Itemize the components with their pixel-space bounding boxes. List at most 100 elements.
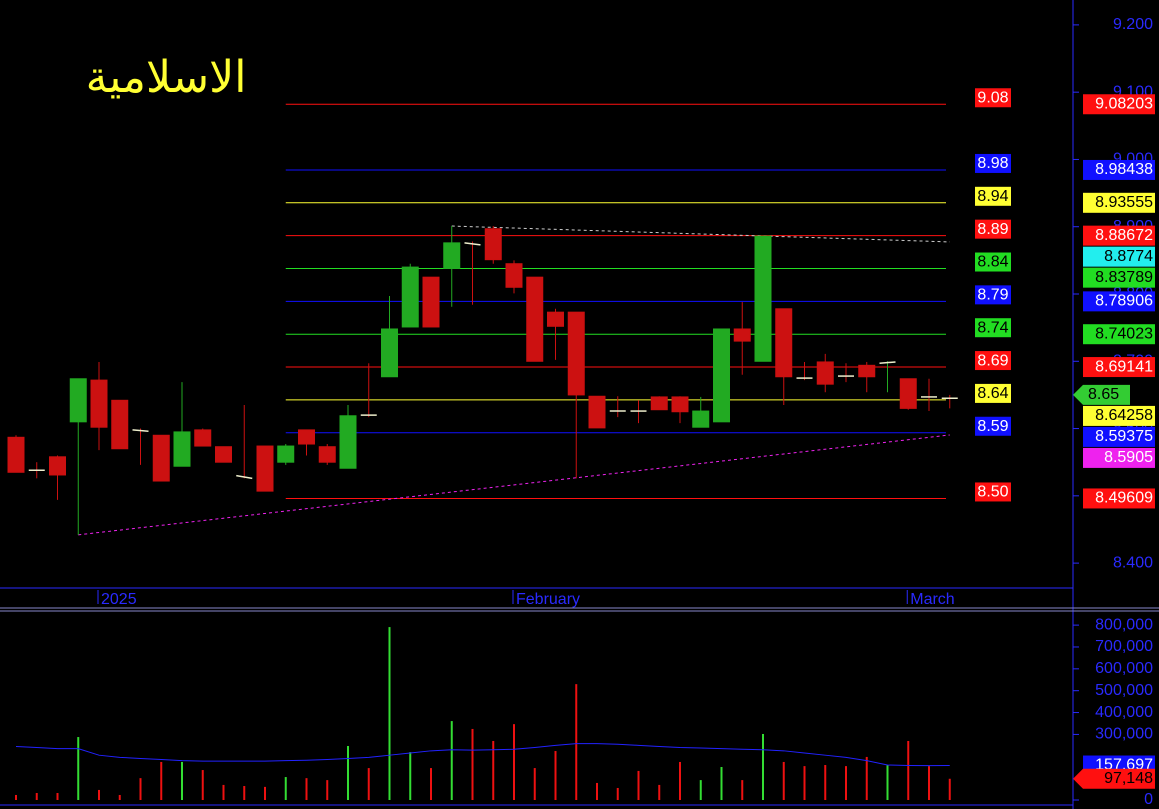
volume-bar — [264, 786, 266, 800]
volume-bar — [409, 752, 412, 800]
price-tag-label: 9.08203 — [1095, 95, 1153, 112]
candle-body — [256, 445, 274, 492]
level-label-box — [975, 88, 1011, 108]
candle-body — [318, 446, 336, 463]
volume-bar — [118, 794, 121, 800]
price-tag-label: 8.64258 — [1095, 407, 1153, 424]
level-label: 8.98 — [977, 155, 1008, 172]
volume-bar — [35, 793, 38, 800]
volume-bar — [388, 627, 391, 800]
candle-body — [215, 446, 232, 463]
volume-bar — [513, 724, 515, 800]
candle-body — [671, 396, 689, 413]
level-label-box — [975, 285, 1011, 305]
chart-title: الاسلامية — [86, 52, 247, 103]
candle-body — [381, 328, 398, 378]
price-tag-label: 8.98438 — [1095, 161, 1153, 178]
volume-bar — [284, 777, 287, 800]
price-tag — [1083, 94, 1155, 115]
price-tag-label: 8.88672 — [1095, 227, 1153, 244]
candle-body — [733, 328, 751, 342]
volume-bar — [948, 778, 951, 800]
level-label-box — [975, 153, 1011, 173]
volume-bar — [222, 784, 225, 800]
price-tag-label: 8.78906 — [1095, 293, 1153, 310]
level-label: 8.50 — [977, 484, 1008, 501]
candle-body — [547, 311, 564, 327]
volume-bar — [471, 728, 474, 800]
trendline — [451, 225, 950, 243]
price-tag-label: 8.69141 — [1095, 358, 1153, 375]
price-tag-label: 8.83789 — [1095, 269, 1153, 286]
volume-bar — [782, 761, 785, 800]
volume-bar — [803, 766, 806, 800]
volume-bar — [824, 765, 827, 800]
candle-body — [422, 276, 440, 328]
candle-doji — [464, 242, 481, 246]
volume-bar — [492, 740, 495, 800]
candle-body — [858, 364, 876, 378]
trendline — [78, 434, 950, 536]
volume-bar — [139, 778, 142, 800]
price-tag — [1083, 447, 1155, 468]
price-tag-label: 8.8774 — [1104, 248, 1153, 265]
level-label: 9.08 — [977, 89, 1008, 106]
candle-doji — [132, 429, 149, 432]
candle-body — [152, 434, 170, 482]
level-label: 8.89 — [977, 221, 1008, 238]
volume-ma-line — [15, 743, 950, 767]
price-tag-label: 8.65 — [1088, 386, 1119, 403]
level-label-box — [975, 482, 1011, 502]
volume-bar — [886, 765, 889, 800]
volume-bar — [77, 737, 80, 800]
volume-bar — [616, 787, 619, 800]
level-label-box — [975, 351, 1011, 371]
candle-body — [775, 308, 793, 378]
volume-bar — [243, 786, 246, 800]
level-label-box — [975, 252, 1011, 272]
volume-bar — [347, 746, 349, 800]
candle-body — [173, 431, 191, 467]
candle-body — [650, 396, 668, 411]
volume-bar — [201, 770, 204, 800]
level-label: 8.74 — [977, 319, 1008, 336]
candle-body — [588, 395, 606, 429]
volume-bar — [575, 684, 578, 800]
candle-body — [567, 311, 585, 396]
volume-y-tick-label: 0 — [1144, 791, 1153, 808]
candle-body — [816, 361, 834, 385]
level-label-box — [975, 219, 1011, 239]
candle-body — [69, 378, 87, 423]
candle-body — [692, 410, 710, 428]
level-label-box — [975, 383, 1011, 403]
candle-body — [505, 263, 523, 288]
volume-y-tick-label: 800,000 — [1095, 616, 1153, 633]
candle-body — [401, 266, 419, 328]
y-tick-label: 9.200 — [1113, 16, 1153, 33]
volume-bar — [845, 766, 847, 800]
x-tick-label: March — [910, 591, 954, 608]
volume-bar — [907, 740, 910, 800]
volume-bar — [533, 768, 536, 800]
volume-y-tick-label: 300,000 — [1095, 726, 1153, 743]
price-tag — [1083, 267, 1155, 288]
price-tag — [1083, 246, 1155, 267]
candle-body — [899, 378, 917, 409]
level-label: 8.69 — [977, 352, 1008, 369]
volume-y-tick-label: 700,000 — [1095, 638, 1153, 655]
volume-bar — [160, 761, 163, 800]
volume-bar — [367, 768, 370, 800]
candle-body — [49, 456, 66, 476]
volume-tag — [1073, 768, 1155, 789]
y-tick-label: 8.400 — [1113, 554, 1153, 571]
volume-bar — [762, 733, 764, 800]
volume-bar — [430, 768, 432, 800]
price-tag — [1083, 488, 1155, 509]
x-tick-label: February — [516, 591, 580, 608]
price-tag — [1083, 405, 1155, 426]
price-tag-label: 8.59375 — [1095, 428, 1153, 445]
volume-bar — [326, 780, 329, 800]
level-label-box — [975, 318, 1011, 338]
